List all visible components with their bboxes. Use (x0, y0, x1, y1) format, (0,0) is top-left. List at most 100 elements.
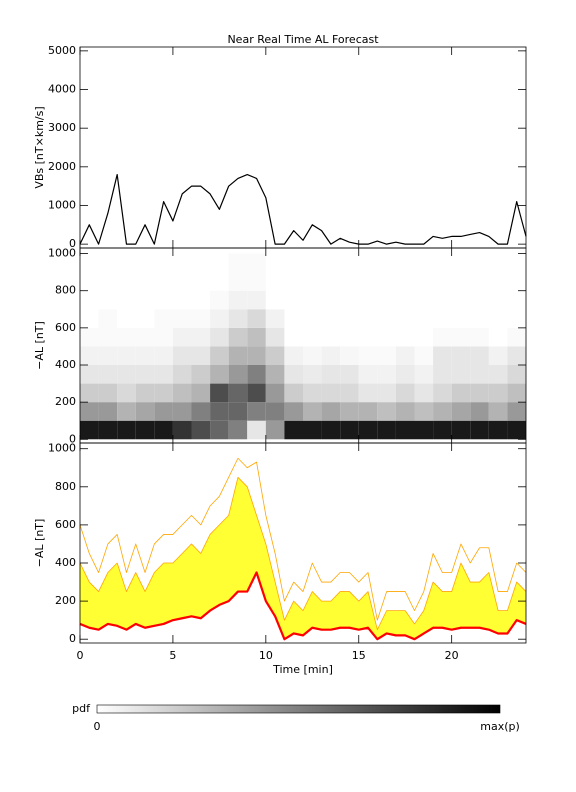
heatmap-cell (265, 383, 285, 403)
heatmap-cell (377, 327, 396, 347)
heatmap-cell (470, 420, 489, 440)
heatmap-cell (433, 253, 452, 273)
heatmap-cell (395, 383, 415, 403)
heatmap-cell (98, 402, 118, 421)
heatmap-cell (507, 346, 526, 365)
heatmap-cell (98, 365, 118, 384)
heatmap-cell (414, 365, 434, 384)
heatmap-cell (414, 402, 434, 421)
heatmap-cell (191, 420, 211, 440)
heatmap-cell (451, 365, 471, 384)
heatmap-cell (395, 327, 415, 347)
heatmap-cell (377, 402, 396, 421)
heatmap-cell (98, 346, 118, 365)
heatmap-cell (154, 309, 173, 328)
heatmap-cell (507, 420, 526, 440)
heatmap-cell (303, 272, 322, 291)
heatmap-cell (98, 309, 118, 328)
heatmap-cell (265, 253, 285, 273)
heatmap-cell (247, 365, 266, 384)
y-tick-label: 600 (55, 518, 76, 531)
heatmap-cell (117, 272, 136, 291)
heatmap-cell (358, 253, 378, 273)
heatmap-cell (507, 290, 526, 310)
y-tick-label: 1000 (48, 247, 76, 260)
heatmap-cell (228, 272, 248, 291)
heatmap-cell (284, 402, 303, 421)
heatmap-cell (433, 420, 452, 440)
heatmap-cell (98, 420, 118, 440)
heatmap-cell (228, 327, 248, 347)
heatmap-cell (265, 309, 285, 328)
heatmap-cell (210, 346, 229, 365)
data-line (79, 457, 527, 621)
heatmap-cell (265, 272, 285, 291)
heatmap-cell (488, 290, 508, 310)
heatmap-cell (172, 309, 192, 328)
heatmap-cell (451, 272, 471, 291)
heatmap-cell (228, 253, 248, 273)
band-fill (80, 477, 526, 640)
heatmap-cell (154, 365, 173, 384)
heatmap-cell (98, 383, 118, 403)
heatmap-cell (395, 402, 415, 421)
heatmap-cell (451, 420, 471, 440)
heatmap-cell (303, 346, 322, 365)
heatmap-cell (321, 309, 341, 328)
heatmap-cell (488, 309, 508, 328)
heatmap-cell (395, 272, 415, 291)
heatmap-cell (191, 253, 211, 273)
heatmap-cell (377, 365, 396, 384)
heatmap-cell (507, 327, 526, 347)
heatmap-cell (488, 346, 508, 365)
y-axis-label: −AL [nT] (33, 321, 46, 370)
heatmap-cell (321, 402, 341, 421)
heatmap-cell (154, 327, 173, 347)
heatmap-cell (117, 327, 136, 347)
heatmap-cell (228, 346, 248, 365)
heatmap-cell (451, 327, 471, 347)
heatmap-cell (135, 327, 155, 347)
heatmap-cell (98, 327, 118, 347)
heatmap-cell (433, 365, 452, 384)
heatmap-cell (433, 309, 452, 328)
heatmap-cell (470, 365, 489, 384)
heatmap-cell (117, 290, 136, 310)
heatmap-cell (321, 346, 341, 365)
heatmap-cell (228, 309, 248, 328)
heatmap-cell (284, 365, 303, 384)
heatmap-cell (414, 346, 434, 365)
y-tick-label: 400 (55, 358, 76, 371)
heatmap-cell (414, 327, 434, 347)
heatmap-cell (340, 383, 359, 403)
heatmap-cell (191, 365, 211, 384)
y-tick-label: 0 (69, 632, 76, 645)
y-tick-label: 800 (55, 480, 76, 493)
heatmap-cell (414, 309, 434, 328)
heatmap-cell (433, 346, 452, 365)
heatmap-cell (358, 402, 378, 421)
heatmap-cell (247, 402, 266, 421)
heatmap-cell (210, 402, 229, 421)
heatmap-cell (154, 402, 173, 421)
heatmap-cell (395, 346, 415, 365)
heatmap-cell (284, 272, 303, 291)
heatmap-cell (470, 383, 489, 403)
heatmap-cell (414, 272, 434, 291)
heatmap-cell (507, 402, 526, 421)
heatmap-cell (172, 402, 192, 421)
axes-box (79, 442, 527, 644)
heatmap-cell (488, 272, 508, 291)
heatmap-cell (451, 309, 471, 328)
heatmap-cell (433, 290, 452, 310)
heatmap-cell (377, 420, 396, 440)
heatmap-cell (395, 420, 415, 440)
data-line (79, 476, 527, 631)
heatmap-cell (470, 253, 489, 273)
heatmap-cell (488, 253, 508, 273)
y-tick-label: 400 (55, 556, 76, 569)
heatmap-cell (228, 402, 248, 421)
heatmap-cell (284, 253, 303, 273)
heatmap-cell (172, 290, 192, 310)
